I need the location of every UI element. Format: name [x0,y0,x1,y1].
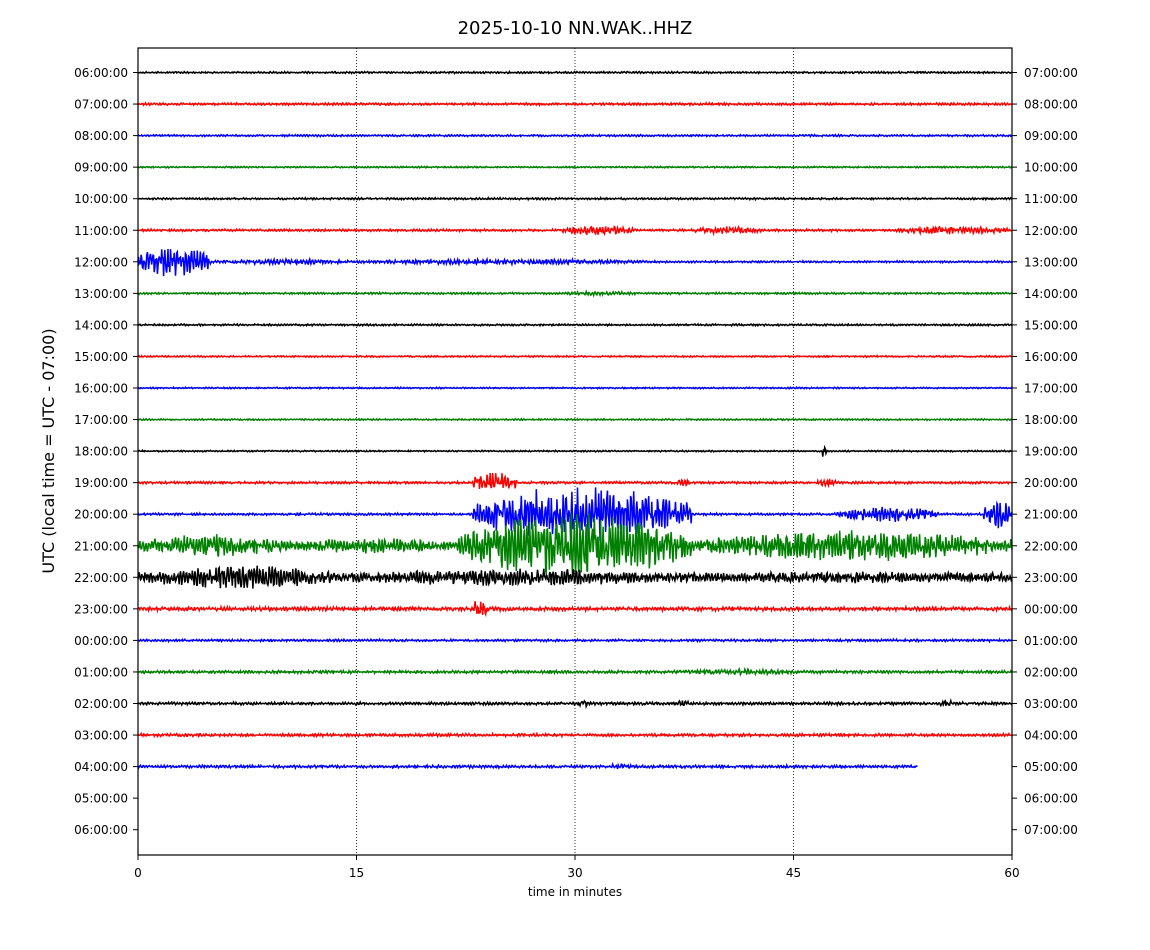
left-label-8: 14:00:00 [74,318,128,332]
left-label-9: 15:00:00 [74,350,128,364]
right-label-12: 19:00:00 [1024,445,1078,459]
x-tick-label-45: 45 [786,866,801,880]
left-label-20: 02:00:00 [74,697,128,711]
trace-070000-1 [137,100,1013,108]
left-label-17: 23:00:00 [74,602,128,616]
right-label-10: 17:00:00 [1024,382,1078,396]
left-label-7: 13:00:00 [74,287,128,301]
trace-080000-2 [137,132,1013,139]
trace-090000-3 [137,165,1013,170]
right-label-7: 14:00:00 [1024,287,1078,301]
trace-000000-18 [137,637,1013,644]
trace-040000-22 [137,761,918,771]
trace-140000-8 [137,322,1013,328]
right-label-22: 05:00:00 [1024,760,1078,774]
left-label-22: 04:00:00 [74,760,128,774]
x-tick-label-0: 0 [134,866,142,880]
right-label-16: 23:00:00 [1024,571,1078,585]
left-label-11: 17:00:00 [74,413,128,427]
trace-170000-11 [137,417,1013,422]
left-label-0: 06:00:00 [74,66,128,80]
right-axis-labels: 07:00:00 08:00:00 09:00:00 10:00:00 11:00:00… [1012,66,1078,837]
right-label-19: 02:00:00 [1024,665,1078,679]
trace-060000-0 [137,69,1013,75]
right-label-11: 18:00:00 [1024,413,1078,427]
trace-210000-15 [137,513,1013,575]
x-tick-label-15: 15 [349,866,364,880]
left-label-16: 22:00:00 [74,571,128,585]
right-label-2: 09:00:00 [1024,129,1078,143]
left-label-4: 10:00:00 [74,192,128,206]
right-label-21: 04:00:00 [1024,729,1078,743]
right-label-20: 03:00:00 [1024,697,1078,711]
left-label-14: 20:00:00 [74,508,128,522]
seismic-traces [137,69,1013,771]
right-label-13: 20:00:00 [1024,476,1078,490]
trace-120000-6 [137,248,1013,277]
x-axis: 0 15 30 45 60 [134,855,1020,880]
left-label-1: 07:00:00 [74,98,128,112]
right-label-15: 22:00:00 [1024,539,1078,553]
trace-200000-14 [137,487,1013,542]
trace-110000-5 [138,224,1012,237]
left-label-2: 08:00:00 [74,129,128,143]
left-label-3: 09:00:00 [74,161,128,175]
right-label-4: 11:00:00 [1024,192,1078,206]
right-label-3: 10:00:00 [1024,161,1078,175]
trace-180000-12 [137,444,1013,457]
right-label-17: 00:00:00 [1024,602,1078,616]
left-label-13: 19:00:00 [74,476,128,490]
left-label-6: 12:00:00 [74,255,128,269]
left-label-10: 16:00:00 [74,382,128,396]
left-axis-labels: 06:00:00 07:00:00 08:00:00 09:00:00 10:00:00… [74,66,138,837]
trace-020000-20 [137,698,1013,710]
right-label-8: 15:00:00 [1024,318,1078,332]
trace-220000-16 [137,565,1013,589]
x-tick-label-60: 60 [1004,866,1019,880]
trace-150000-9 [137,354,1013,359]
left-label-19: 01:00:00 [74,665,128,679]
left-label-12: 18:00:00 [74,445,128,459]
right-label-5: 12:00:00 [1024,224,1078,238]
right-label-23: 06:00:00 [1024,792,1078,806]
x-axis-label: time in minutes [528,885,622,899]
left-label-24: 06:00:00 [74,823,128,837]
trace-010000-19 [137,666,1013,678]
right-label-9: 16:00:00 [1024,350,1078,364]
right-label-14: 21:00:00 [1024,508,1078,522]
trace-160000-10 [138,385,1013,391]
left-label-18: 00:00:00 [74,634,128,648]
trace-190000-13 [137,472,1012,490]
right-label-1: 08:00:00 [1024,98,1078,112]
chart-title: 2025-10-10 NN.WAK..HHZ [458,18,693,39]
y-axis-label: UTC (local time = UTC - 07:00) [39,328,58,573]
right-label-6: 13:00:00 [1024,255,1078,269]
vertical-gridlines [356,48,794,855]
right-label-0: 07:00:00 [1024,66,1078,80]
x-tick-label-30: 30 [567,866,582,880]
trace-230000-17 [137,601,1013,618]
trace-030000-21 [137,731,1013,739]
left-label-5: 11:00:00 [74,224,128,238]
trace-130000-7 [137,289,1013,298]
trace-100000-4 [137,195,1013,202]
left-label-15: 21:00:00 [74,539,128,553]
right-label-24: 07:00:00 [1024,823,1078,837]
right-label-18: 01:00:00 [1024,634,1078,648]
left-label-21: 03:00:00 [74,729,128,743]
left-label-23: 05:00:00 [74,792,128,806]
